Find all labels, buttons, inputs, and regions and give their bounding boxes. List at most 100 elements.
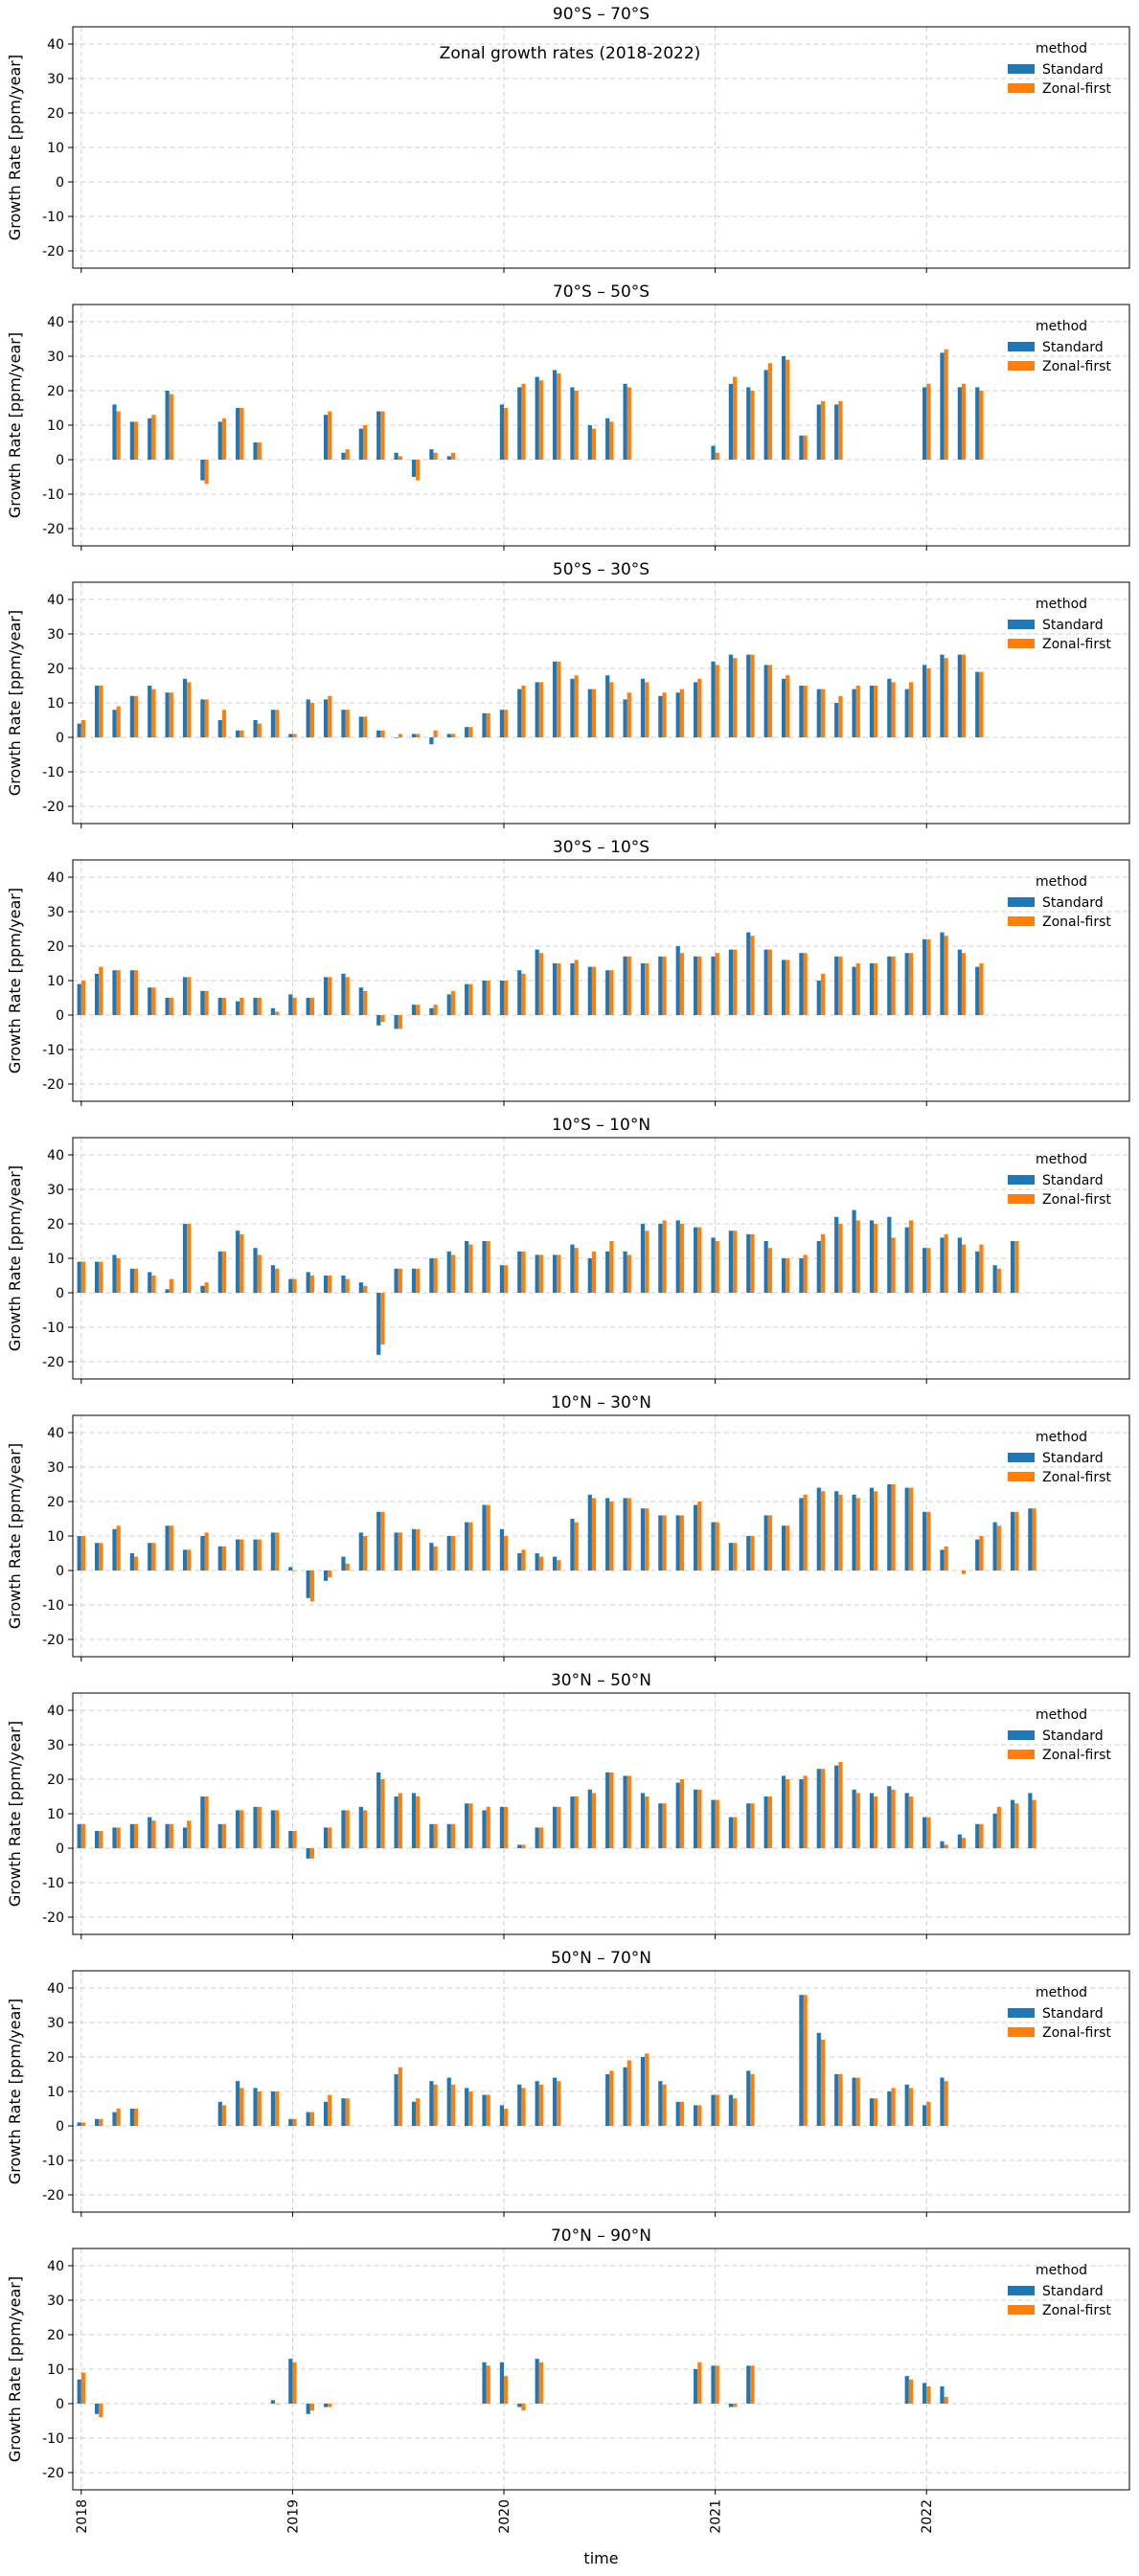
bar: [908, 1220, 914, 1293]
bar: [728, 2094, 733, 2126]
y-tick-label: 0: [56, 453, 64, 468]
bar: [380, 730, 385, 737]
legend-title: method: [1036, 1152, 1087, 1167]
bar: [944, 349, 948, 460]
bar: [852, 689, 856, 737]
y-tick-label: 10: [47, 974, 64, 989]
bar: [521, 1844, 526, 1848]
bar: [535, 949, 539, 1015]
bar: [77, 2122, 81, 2126]
y-axis-label: Growth Rate [ppm/year]: [6, 1721, 24, 1907]
y-tick-label: -20: [42, 2188, 64, 2203]
bar: [217, 998, 222, 1015]
bar: [694, 1789, 698, 1848]
bar: [891, 1789, 896, 1848]
bar: [450, 1254, 456, 1293]
bar: [200, 1285, 205, 1293]
legend-swatch: [1008, 639, 1035, 648]
bar: [77, 1536, 81, 1570]
bar: [609, 970, 614, 1015]
bar: [728, 1817, 733, 1848]
bar: [887, 956, 892, 1015]
bar: [345, 449, 350, 460]
bar: [328, 1570, 332, 1578]
bar: [504, 1536, 509, 1570]
y-tick-label: -10: [42, 1598, 64, 1614]
bar: [922, 1817, 927, 1848]
bar: [957, 1237, 962, 1293]
bar: [869, 686, 875, 737]
bar: [732, 1817, 738, 1848]
bar: [165, 998, 170, 1015]
panel: 50°S – 30°S -20 -10 0 10 20 30 40 Growth Rate [p…: [6, 560, 1130, 828]
bar: [239, 1810, 244, 1848]
bar: [803, 435, 808, 460]
bar: [116, 970, 121, 1015]
bar: [926, 938, 931, 1015]
bar: [961, 953, 967, 1015]
bar: [640, 678, 646, 737]
bar: [148, 987, 152, 1015]
bar: [992, 1814, 997, 1848]
bar: [732, 2098, 738, 2126]
bar: [217, 720, 222, 737]
bar: [891, 956, 896, 1015]
bar: [626, 956, 631, 1015]
bar: [517, 387, 522, 460]
bar: [887, 1216, 892, 1293]
bar: [855, 1498, 860, 1570]
legend-entry: Standard: [1042, 2006, 1104, 2022]
bar: [341, 452, 346, 460]
bar: [874, 1796, 878, 1848]
bar: [446, 734, 451, 737]
bar: [957, 1834, 962, 1848]
bar: [182, 678, 188, 737]
bar: [587, 966, 592, 1015]
bar: [521, 973, 526, 1015]
bar: [728, 654, 733, 737]
bar: [429, 1007, 434, 1015]
bar: [552, 1556, 558, 1570]
y-tick-label: -20: [42, 244, 64, 260]
bar: [328, 1827, 332, 1848]
y-tick-label: -20: [42, 1077, 64, 1093]
bar: [517, 689, 522, 737]
bar: [129, 970, 134, 1015]
y-tick-label: -20: [42, 522, 64, 537]
bar: [1014, 1511, 1019, 1570]
bar: [940, 1237, 945, 1293]
bar: [732, 2404, 738, 2407]
bar: [95, 1543, 100, 1570]
bar: [591, 1498, 597, 1570]
legend-swatch: [1008, 2286, 1035, 2295]
bar: [763, 1515, 768, 1570]
bar: [362, 1810, 368, 1848]
bar: [257, 998, 262, 1015]
y-tick-label: 0: [56, 2119, 64, 2135]
bar: [975, 1823, 980, 1848]
bar: [292, 734, 297, 737]
y-tick-label: 20: [47, 1217, 64, 1232]
bar: [781, 1525, 786, 1570]
bar: [538, 953, 543, 1015]
bar: [535, 1553, 539, 1570]
bar: [429, 1543, 434, 1570]
bar: [645, 2053, 649, 2126]
bar: [852, 1209, 856, 1293]
bar: [609, 682, 614, 737]
bar: [200, 460, 205, 481]
y-tick-label: 20: [47, 2050, 64, 2066]
bar: [148, 418, 152, 460]
bar: [151, 415, 156, 460]
legend-entry: Standard: [1042, 895, 1104, 911]
bar: [433, 1546, 438, 1570]
bar: [694, 682, 698, 737]
bar: [236, 408, 240, 460]
bar: [165, 1823, 170, 1848]
legend-swatch: [1008, 1750, 1035, 1759]
bar: [570, 387, 575, 460]
y-tick-label: -10: [42, 1876, 64, 1891]
bar: [816, 1241, 821, 1293]
bar: [116, 706, 121, 737]
